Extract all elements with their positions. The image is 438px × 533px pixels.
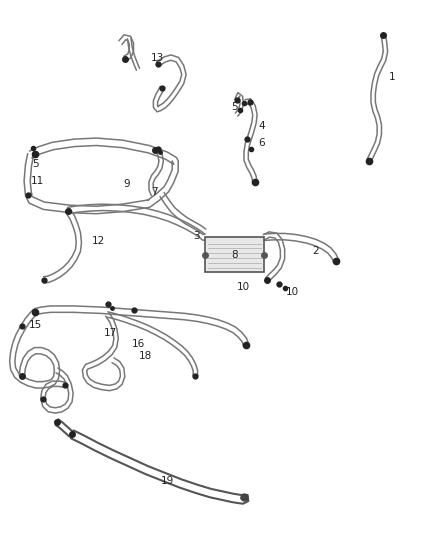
Text: 10: 10 — [237, 282, 250, 292]
Text: 19: 19 — [161, 476, 174, 486]
Text: 10: 10 — [286, 287, 299, 297]
Text: 15: 15 — [29, 320, 42, 330]
Text: 11: 11 — [31, 176, 44, 186]
Text: 16: 16 — [131, 339, 145, 349]
Text: 18: 18 — [139, 351, 152, 361]
Text: 5: 5 — [231, 102, 238, 111]
Text: 9: 9 — [124, 179, 131, 189]
Text: 12: 12 — [92, 236, 105, 246]
Text: 3: 3 — [193, 231, 200, 240]
Text: 7: 7 — [151, 187, 158, 197]
Bar — [205, 237, 264, 272]
Text: 13: 13 — [151, 53, 164, 62]
Text: 1: 1 — [389, 72, 396, 82]
Text: 17: 17 — [104, 328, 117, 338]
Text: 8: 8 — [231, 251, 238, 260]
Text: 6: 6 — [258, 138, 265, 148]
Text: 4: 4 — [258, 122, 265, 131]
Text: 5: 5 — [32, 159, 39, 169]
Text: 2: 2 — [312, 246, 319, 255]
